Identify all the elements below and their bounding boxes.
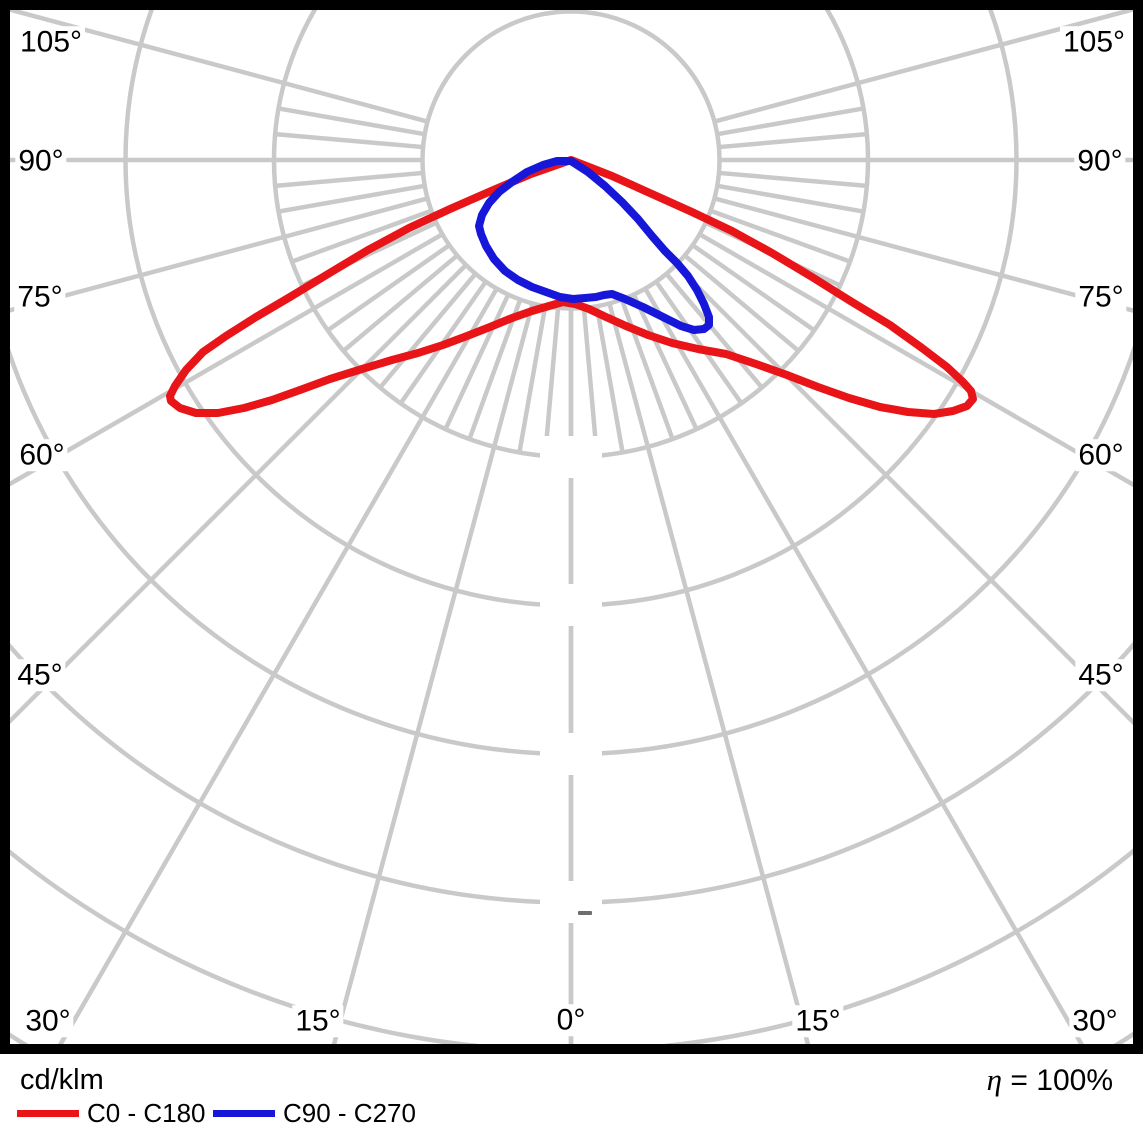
grid-minor-tick [664,272,764,389]
legend-item-c90-c270: C90 - C270 [213,1100,416,1126]
legend-line-blue [213,1109,275,1117]
plot-frame [0,0,1143,1054]
grid-minor-tick [716,106,864,137]
grid-minor-tick [654,280,744,405]
angle-label-right-105: 105° [1059,26,1129,58]
angle-label-bottom-0: 0° [553,1004,589,1036]
grid-minor-tick [542,307,561,457]
grid-minor-tick [378,272,478,389]
grid-spoke [58,287,499,1044]
axis-label-artifact [578,911,592,915]
unit-label: cd/klm [20,1064,104,1096]
efficiency-value: = 100% [1010,1064,1113,1097]
angle-label-right-75: 75° [1075,281,1127,313]
grid-minor-tick [291,208,433,264]
legend-label-c0-c180: C0 - C180 [87,1098,206,1128]
grid-minor-tick [274,170,424,189]
grid-minor-tick [443,293,511,431]
angle-label-left-45: 45° [14,659,66,691]
grid-minor-tick [718,131,868,150]
angle-label-right-90: 90° [1074,145,1126,177]
grid-spoke [674,263,1133,726]
grid-minor-tick [718,170,868,189]
grid-minor-tick [274,131,424,150]
legend-line-red [17,1109,79,1117]
angle-label-bottom-right-30: 30° [1069,1005,1121,1037]
angle-label-right-45: 45° [1075,659,1127,691]
ring-value-label-mask [540,733,602,775]
grid-minor-tick [581,307,600,457]
grid-minor-tick [278,183,426,214]
grid-spoke [10,263,468,725]
angle-label-bottom-left-15: 15° [292,1005,344,1037]
grid-minor-tick [709,208,851,264]
ring-value-label-mask [540,881,602,923]
grid-minor-tick [467,298,523,440]
grid-minor-tick [594,305,625,453]
ring-value-label-mask [540,584,602,626]
grid-minor-tick [326,243,451,333]
grid-spoke [10,196,429,313]
grid-spoke [10,10,429,124]
grid-minor-tick [517,305,548,453]
angle-label-bottom-left-30: 30° [22,1005,74,1037]
ring-value-label-mask [540,436,602,478]
grid-minor-tick [619,298,675,440]
grid-minor-tick [683,253,800,353]
angle-label-right-60: 60° [1075,439,1127,471]
grid-spoke [331,302,535,1044]
grid-minor-tick [278,106,426,137]
grid-spoke [713,196,1133,313]
curve-c90-c270 [475,157,713,334]
angle-label-left-75: 75° [14,281,66,313]
grid-spoke [607,302,811,1044]
legend-item-c0-c180: C0 - C180 [17,1100,206,1126]
angle-label-left-105: 105° [16,26,86,58]
efficiency-label: η = 100% [987,1062,1113,1098]
curve-c0-c180 [166,156,977,418]
grid-minor-tick [342,253,459,353]
angle-label-bottom-right-15: 15° [792,1005,844,1037]
legend-label-c90-c270: C90 - C270 [283,1098,416,1128]
angle-label-left-60: 60° [16,439,68,471]
grid-spoke [10,232,444,487]
angle-label-left-90: 90° [15,145,67,177]
grid-minor-tick [716,183,864,214]
grid-minor-tick [631,293,699,431]
grid-spoke [643,287,1084,1044]
eta-symbol: η [986,1062,1003,1097]
grid-spoke [713,10,1133,124]
grid-minor-tick [691,243,816,333]
grid-spoke [698,232,1133,488]
